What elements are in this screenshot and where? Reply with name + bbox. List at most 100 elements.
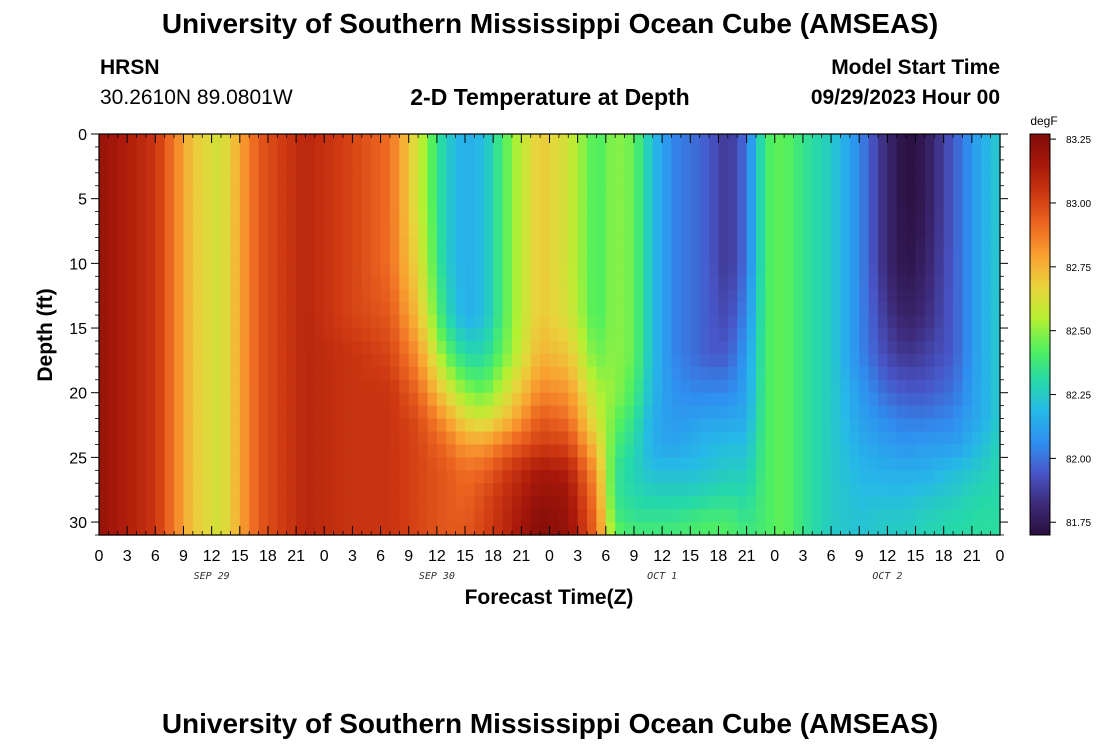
heatmap-cell [718,172,729,187]
heatmap-cell [418,134,429,148]
heatmap-cell [183,134,194,148]
heatmap-cell [765,470,776,484]
heatmap-cell [793,444,804,458]
heatmap-cell [436,211,447,226]
heatmap-cell [446,276,457,290]
heatmap-cell [831,172,842,187]
heatmap-cell [699,522,710,536]
heatmap-cell [784,405,795,420]
heatmap-cell [784,340,795,355]
heatmap-cell [990,198,1001,213]
heatmap-cell [343,289,354,303]
heatmap-cell [906,211,917,226]
heatmap-cell [314,418,325,433]
heatmap-cell [859,211,870,226]
heatmap-cell [896,522,907,536]
heatmap-cell [174,159,185,174]
heatmap-cell [183,496,194,510]
heatmap-cell [99,366,109,381]
heatmap-cell [164,470,175,484]
heatmap-cell [352,522,363,536]
heatmap-cell [436,483,447,497]
heatmap-cell [549,250,560,264]
heatmap-cell [840,405,851,420]
heatmap-cell [943,224,954,239]
heatmap-cell [427,276,438,290]
heatmap-cell [258,198,269,213]
heatmap-cell [221,496,231,510]
heatmap-cell [192,418,203,433]
heatmap-cell [587,134,598,148]
heatmap-cell [352,328,363,342]
heatmap-cell [249,328,260,342]
heatmap-cell [859,172,870,187]
heatmap-cell [511,470,522,484]
heatmap-cell [361,146,372,161]
heatmap-cell [896,211,907,226]
heatmap-cell [286,302,297,316]
heatmap-cell [267,237,278,252]
heatmap-cell [277,509,288,523]
heatmap-cell [511,198,522,213]
heatmap-cell [906,237,917,252]
heatmap-cell [831,263,842,277]
heatmap-cell [408,302,419,316]
heatmap-cell [286,483,297,497]
heatmap-cell [211,522,222,536]
heatmap-cell [924,263,935,277]
heatmap-cell [568,289,579,303]
heatmap-cell [371,263,382,277]
heatmap-cell [267,379,278,394]
heatmap-cell [868,315,879,329]
heatmap-cell [953,263,964,277]
heatmap-cell [802,134,813,148]
heatmap-cell [821,483,832,497]
heatmap-cell [296,522,307,536]
heatmap-cell [521,522,532,536]
heatmap-cell [221,250,231,264]
heatmap-cell [296,224,307,239]
heatmap-cell [267,302,278,316]
heatmap-cell [352,483,363,497]
heatmap-cell [455,444,466,458]
heatmap-cell [577,379,588,394]
heatmap-cell [784,328,795,342]
heatmap-cell [211,250,222,264]
heatmap-cell [108,470,119,484]
heatmap-cell [831,496,842,510]
heatmap-cell [755,250,766,264]
heatmap-cell [699,483,710,497]
heatmap-cell [755,159,766,174]
heatmap-cell [568,353,579,368]
heatmap-cell [793,418,804,433]
heatmap-cell [446,134,457,148]
heatmap-cell [643,392,654,407]
heatmap-cell [540,146,551,161]
heatmap-cell [868,172,879,187]
heatmap-cell [765,146,776,161]
heatmap-cell [286,146,297,161]
heatmap-cell [765,198,776,213]
heatmap-cell [877,263,888,277]
heatmap-cell [652,522,663,536]
heatmap-cell [474,276,485,290]
x-tick-label: 0 [996,548,1005,565]
heatmap-cell [389,509,400,523]
heatmap-cell [436,366,447,381]
heatmap-cell [924,470,935,484]
heatmap-cell [192,211,203,226]
heatmap-cell [812,444,823,458]
heatmap-cell [624,392,635,407]
heatmap-cell [680,198,691,213]
heatmap-cell [906,315,917,329]
heatmap-cell [793,315,804,329]
heatmap-cell [887,276,898,290]
heatmap-cell [502,340,513,355]
heatmap-cell [793,302,804,316]
heatmap-cell [108,172,119,187]
heatmap-cell [249,172,260,187]
heatmap-cell [145,250,156,264]
heatmap-cell [671,392,682,407]
heatmap-cell [361,134,372,148]
heatmap-cell [221,328,231,342]
